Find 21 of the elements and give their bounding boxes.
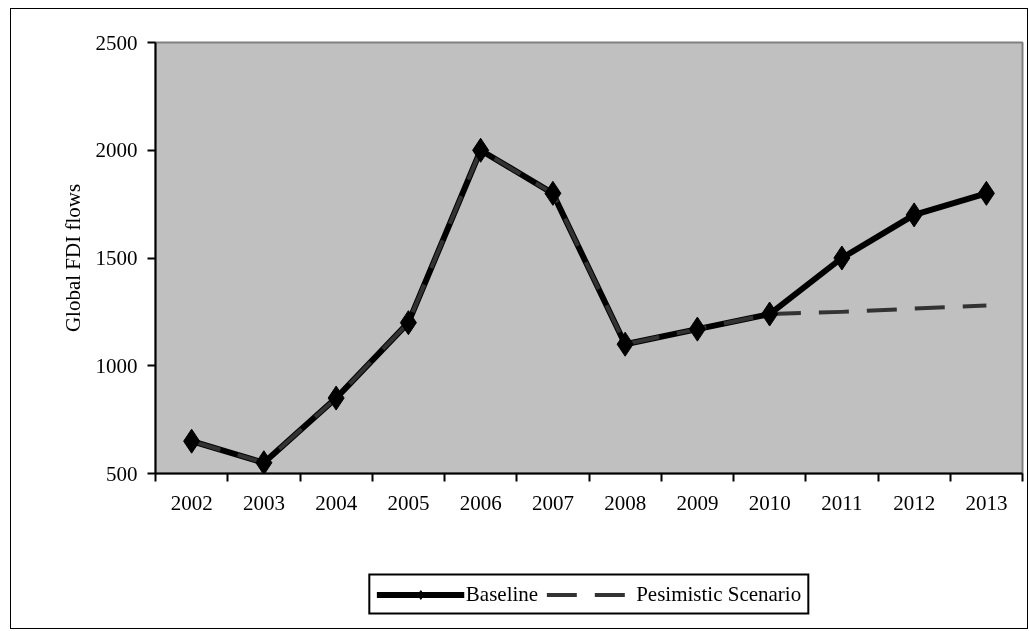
x-tick-label: 2006 bbox=[459, 490, 502, 515]
x-tick-label: 2009 bbox=[676, 490, 719, 515]
x-tick-label: 2010 bbox=[748, 490, 791, 515]
legend-label: Pesimistic Scenario bbox=[636, 581, 802, 607]
legend-label: Baseline bbox=[465, 581, 539, 607]
y-axis-title: Global FDI flows bbox=[60, 183, 85, 333]
x-tick-label: 2013 bbox=[965, 490, 1008, 515]
x-tick-label: 2008 bbox=[604, 490, 647, 515]
y-tick-label: 500 bbox=[106, 461, 138, 486]
x-tick-label: 2005 bbox=[387, 490, 430, 515]
y-tick-label: 2000 bbox=[95, 138, 138, 163]
x-tick-label: 2011 bbox=[821, 490, 863, 515]
x-tick-label: 2007 bbox=[531, 490, 574, 515]
y-tick-label: 1000 bbox=[95, 353, 138, 378]
y-tick-label: 1500 bbox=[95, 246, 138, 270]
x-tick-label: 2002 bbox=[170, 490, 213, 515]
x-tick-label: 2003 bbox=[242, 490, 285, 515]
y-tick-label: 2500 bbox=[95, 30, 138, 55]
point bbox=[255, 450, 273, 474]
x-tick-label: 2004 bbox=[315, 490, 358, 515]
x-tick-label: 2012 bbox=[893, 490, 936, 515]
